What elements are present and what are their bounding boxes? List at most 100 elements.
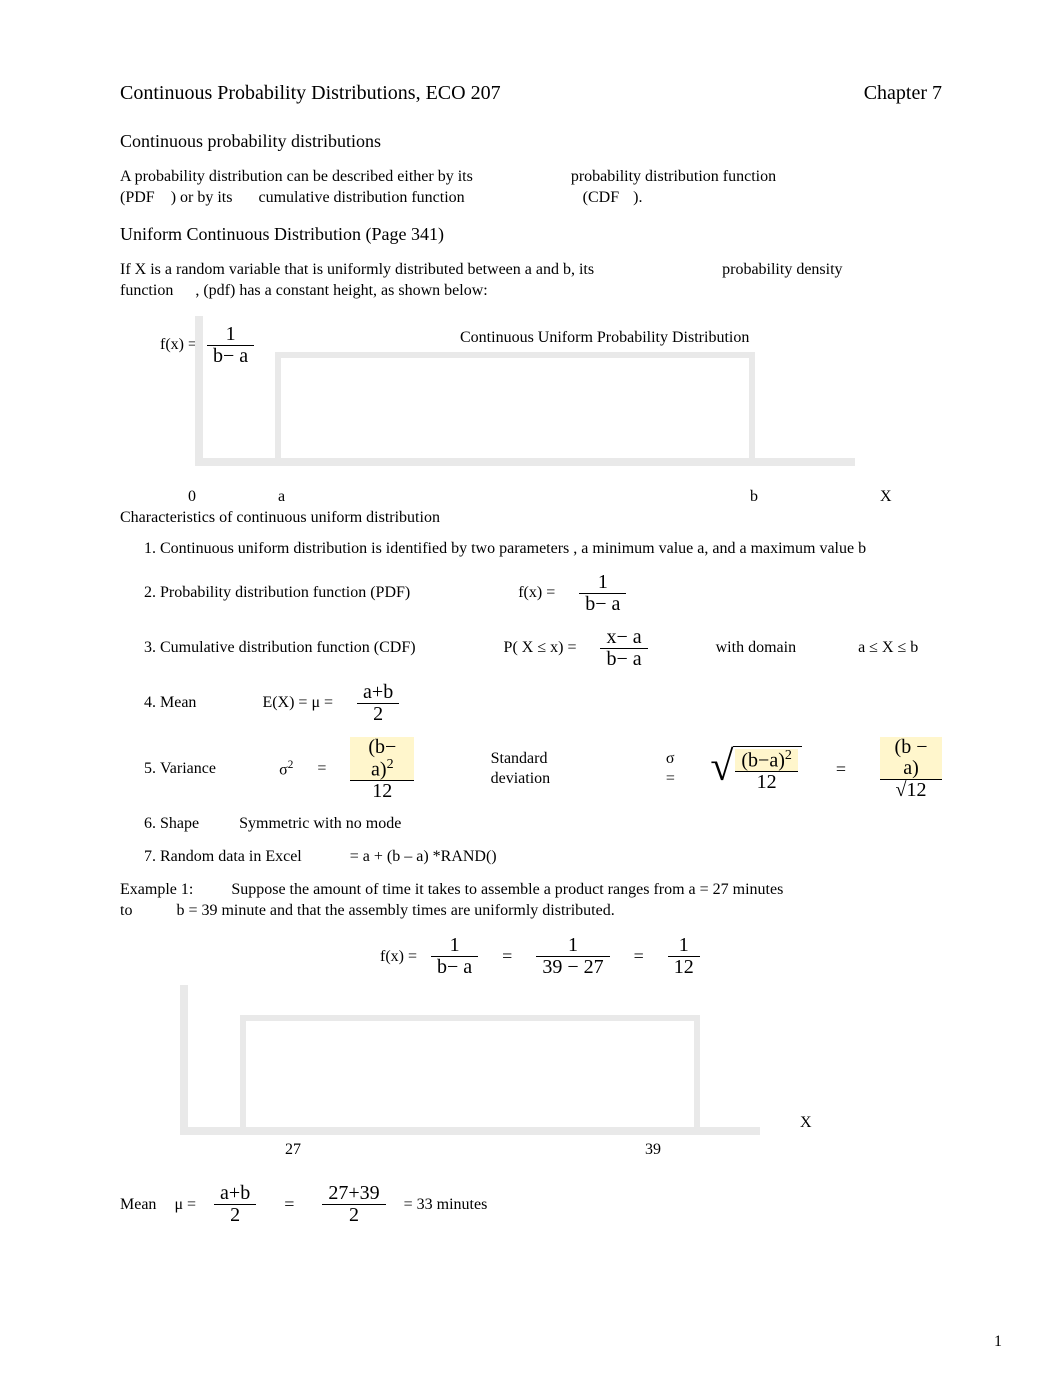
fraction-num: x− a <box>600 627 647 649</box>
sd-alt-fraction: (b − a) √12 <box>880 737 942 801</box>
fraction-den: √12 <box>880 780 942 801</box>
example-label: Example 1: <box>120 881 193 898</box>
page: Continuous Probability Distributions, EC… <box>0 0 1062 1377</box>
axis-label-0: 0 <box>188 487 196 508</box>
mean-result: = 33 minutes <box>404 1195 488 1216</box>
prop4-label: Mean <box>160 693 196 714</box>
uniform-distribution-figure: f(x) = 1 b− a Continuous Uniform Probabi… <box>120 316 942 486</box>
fraction-den: b− a <box>579 594 626 615</box>
characteristics-heading: Characteristics of continuous uniform di… <box>120 508 942 529</box>
axis-label-b: 39 <box>645 1140 661 1161</box>
fraction-num: 1 <box>579 572 626 594</box>
fraction-num: a+b <box>214 1183 256 1205</box>
fraction-num: 1 <box>536 935 609 957</box>
prop3-px: P( X ≤ x) = <box>504 638 577 659</box>
density-right <box>694 1015 700 1127</box>
fraction-num: (b− a)2 <box>350 737 414 782</box>
prop5-sigma: σ = <box>666 749 687 791</box>
mean-frac2: 27+39 2 <box>322 1183 385 1226</box>
uniform-desc2-post: , (pdf) has a constant height, as shown … <box>195 282 487 299</box>
prop5-sigma2: σ2 <box>279 758 293 781</box>
fx-frac1: 1 b− a <box>431 935 478 978</box>
axis-label-a: a <box>278 487 285 508</box>
prop3-domain: a ≤ X ≤ b <box>858 638 918 659</box>
intro-paragraph: A probability distribution can be descri… <box>120 167 942 209</box>
header-row: Continuous Probability Distributions, EC… <box>120 80 942 106</box>
uniform-desc-pre: If X is a random variable that is unifor… <box>120 261 594 278</box>
prop-6: Shape Symmetric with no mode <box>160 814 942 835</box>
prop7-label: Random data in Excel <box>160 848 302 865</box>
intro-heading: Continuous probability distributions <box>120 130 942 153</box>
fraction-den: 2 <box>322 1205 385 1226</box>
prop5-var-fraction: (b− a)2 12 <box>350 737 414 803</box>
fraction-den: b− a <box>431 957 478 978</box>
fraction-den: 12 <box>735 772 797 793</box>
prop5-label: Variance <box>160 759 216 780</box>
prop2-label: Probability distribution function (PDF) <box>160 583 410 604</box>
properties-list: Continuous uniform distribution is ident… <box>160 539 942 868</box>
fraction-num: 1 <box>431 935 478 957</box>
prop-3: Cumulative distribution function (CDF) P… <box>160 627 942 670</box>
x-axis <box>195 458 855 466</box>
density-left <box>275 352 281 458</box>
prop-5: Variance σ2 = (b− a)2 12 Standard deviat… <box>160 737 942 803</box>
uniform-desc2-pre: function <box>120 282 173 299</box>
fx-row: f(x) = 1 b− a = 1 39 − 27 = 1 12 <box>380 935 700 978</box>
fraction-den: 12 <box>350 781 414 802</box>
fraction-num: (b − a) <box>880 737 942 780</box>
mean-calculation: Mean μ = a+b 2 = 27+39 2 = 33 minutes <box>120 1183 942 1226</box>
example-text2: b = 39 minute and that the assembly time… <box>176 902 614 919</box>
axis-block <box>195 316 895 466</box>
intro-line1-pre: A probability distribution can be descri… <box>120 168 473 185</box>
prop3-domain-pre: with domain <box>716 638 796 659</box>
fx-label: f(x) = <box>380 947 417 968</box>
density-top <box>275 352 755 358</box>
fraction-num: 1 <box>668 935 700 957</box>
prop-7: Random data in Excel = a + (b – a) *RAND… <box>160 847 942 868</box>
axis-label-X: X <box>800 1113 812 1134</box>
density-left <box>240 1015 246 1127</box>
chapter-label: Chapter 7 <box>864 80 942 106</box>
axis-label-a: 27 <box>285 1140 301 1161</box>
axis-label-X: X <box>880 487 892 508</box>
fraction-num: (b−a)2 <box>735 749 797 773</box>
pdf-paren-post: ) or by its <box>171 189 233 206</box>
pdf-density-term: probability density <box>722 261 842 278</box>
mean-frac1: a+b 2 <box>214 1183 256 1226</box>
example-text1: Suppose the amount of time it takes to a… <box>231 881 783 898</box>
cdf-term: cumulative distribution function <box>258 189 464 206</box>
prop3-fraction: x− a b− a <box>600 627 647 670</box>
fraction-den: 39 − 27 <box>536 957 609 978</box>
sqrt-expression: √ (b−a)2 12 <box>710 746 802 794</box>
prop4-fraction: a+b 2 <box>357 682 399 725</box>
uniform-heading: Uniform Continuous Distribution (Page 34… <box>120 223 942 246</box>
x-axis <box>180 1127 760 1135</box>
equals-sign: = <box>492 945 522 968</box>
cdf-paren-pre: (CDF <box>583 189 619 206</box>
fraction-den: b− a <box>600 649 647 670</box>
example-paragraph: Example 1: Suppose the amount of time it… <box>120 880 942 922</box>
doc-title: Continuous Probability Distributions, EC… <box>120 80 501 106</box>
equals-sign: = <box>826 758 856 781</box>
fraction-den: 12 <box>668 957 700 978</box>
example-text2-pre: to <box>120 902 132 919</box>
page-number: 1 <box>994 1332 1002 1353</box>
fraction-num: a+b <box>357 682 399 704</box>
axis-label-b: b <box>750 487 758 508</box>
example-figure: f(x) = 1 b− a = 1 39 − 27 = 1 12 27 39 <box>120 935 942 1165</box>
mean-mu: μ = <box>174 1195 196 1216</box>
radicand: (b−a)2 12 <box>733 746 801 794</box>
prop-1: Continuous uniform distribution is ident… <box>160 539 942 560</box>
pdf-paren-pre: (PDF <box>120 189 155 206</box>
fx-frac2: 1 39 − 27 <box>536 935 609 978</box>
sd-fraction: (b−a)2 12 <box>735 749 797 794</box>
prop2-fraction: 1 b− a <box>579 572 626 615</box>
fx-frac3: 1 12 <box>668 935 700 978</box>
fraction-den: 2 <box>214 1205 256 1226</box>
radical-sign: √ <box>710 749 733 797</box>
prop6-label: Shape <box>160 815 199 832</box>
mean-label: Mean <box>120 1195 156 1216</box>
cdf-paren-post: ). <box>633 189 642 206</box>
prop2-fx: f(x) = <box>518 583 555 604</box>
equals-sign: = <box>274 1193 304 1216</box>
